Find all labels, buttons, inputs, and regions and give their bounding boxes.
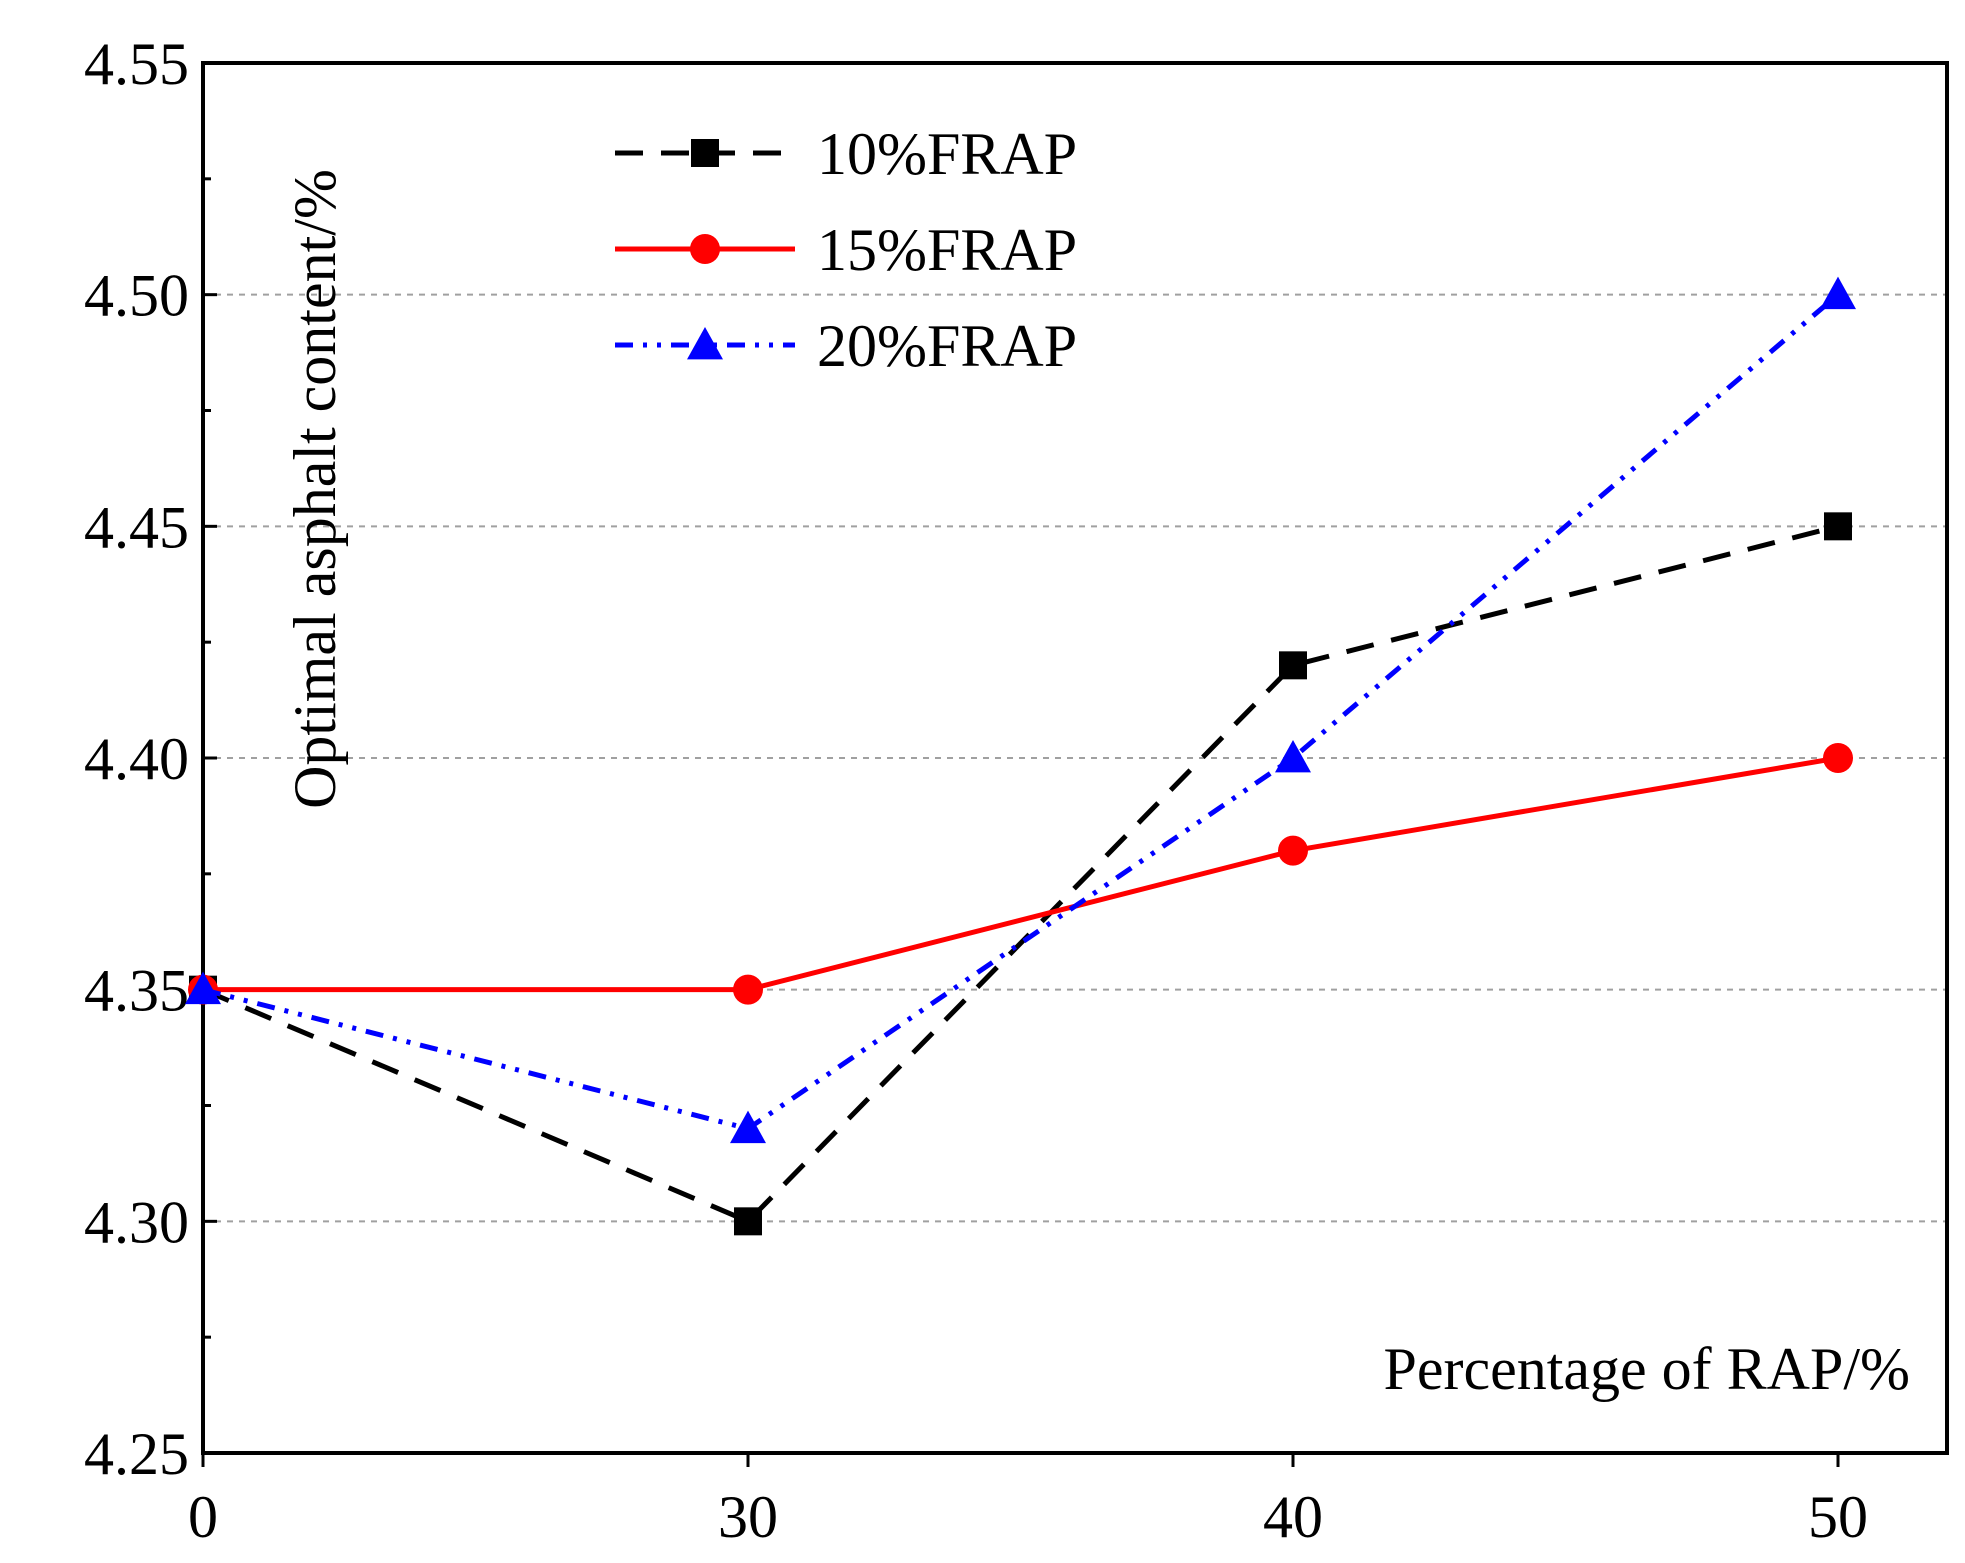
y-axis-title: Optimal asphalt content/% bbox=[282, 169, 348, 809]
series-3 bbox=[185, 276, 1856, 1144]
legend-label: 10%FRAP bbox=[817, 121, 1077, 187]
series-2 bbox=[188, 743, 1853, 1005]
legend-entry: 15%FRAP bbox=[615, 217, 1077, 283]
legend: 10%FRAP 15%FRAP 20%FRAP bbox=[615, 121, 1077, 379]
data-point-circle bbox=[733, 974, 763, 1005]
legend-marker-square bbox=[691, 139, 719, 167]
data-point-square bbox=[1279, 651, 1307, 680]
x-tick-label: 50 bbox=[1808, 1484, 1868, 1550]
legend-label: 15%FRAP bbox=[817, 217, 1077, 283]
series-line bbox=[202, 523, 1839, 1224]
data-point-circle bbox=[1278, 835, 1308, 866]
grid-lines bbox=[203, 293, 1947, 1223]
x-axis-title: Percentage of RAP/% bbox=[1383, 1336, 1910, 1402]
data-point-square bbox=[734, 1207, 762, 1236]
legend-entry: 20%FRAP bbox=[615, 313, 1077, 379]
y-tick-label: 4.30 bbox=[84, 1189, 189, 1255]
series-line bbox=[202, 292, 1840, 1132]
y-tick-label: 4.55 bbox=[84, 31, 189, 97]
x-tick-label: 30 bbox=[718, 1484, 778, 1550]
series-line bbox=[203, 755, 1839, 993]
y-tick-label: 4.45 bbox=[84, 494, 189, 560]
legend-label: 20%FRAP bbox=[817, 313, 1077, 379]
y-tick-label: 4.40 bbox=[84, 726, 189, 792]
legend-marker-circle bbox=[690, 234, 720, 264]
ticks: 4.25 4.30 4.35 4.40 4.45 4.50 4.55 0 30 40 50 bbox=[84, 31, 1868, 1550]
data-point-circle bbox=[1823, 743, 1853, 773]
data-point-square bbox=[1824, 512, 1852, 541]
data-point-triangle bbox=[1275, 740, 1311, 773]
series-1 bbox=[189, 512, 1852, 1236]
data-point-triangle bbox=[730, 1110, 766, 1144]
x-tick-label: 0 bbox=[188, 1484, 218, 1550]
y-tick-label: 4.25 bbox=[84, 1421, 189, 1487]
y-tick-label: 4.50 bbox=[84, 263, 189, 329]
legend-marker-triangle bbox=[687, 327, 723, 360]
data-point-triangle bbox=[185, 971, 221, 1005]
x-tick-label: 40 bbox=[1263, 1484, 1323, 1550]
data-point-triangle bbox=[1820, 276, 1856, 310]
y-tick-label: 4.35 bbox=[84, 958, 189, 1024]
legend-entry: 10%FRAP bbox=[615, 121, 1077, 187]
series bbox=[185, 276, 1856, 1236]
